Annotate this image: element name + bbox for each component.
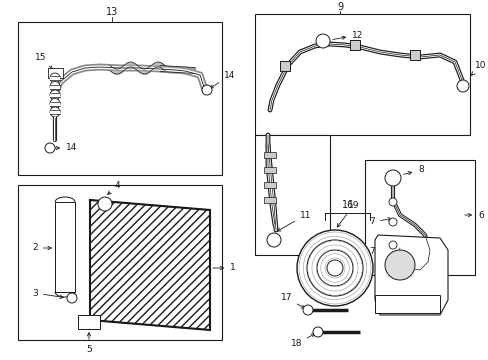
Text: 7: 7: [368, 217, 390, 226]
Bar: [264, 182, 275, 188]
Circle shape: [456, 80, 468, 92]
Circle shape: [266, 233, 281, 247]
Text: 19: 19: [337, 201, 359, 227]
Bar: [364, 160, 474, 275]
Bar: [349, 40, 359, 50]
Text: 14: 14: [53, 144, 77, 153]
Circle shape: [50, 90, 60, 100]
Polygon shape: [374, 235, 447, 315]
Circle shape: [312, 327, 323, 337]
Bar: [18, 22, 222, 175]
Text: 13: 13: [106, 7, 118, 17]
Text: 10: 10: [470, 60, 486, 75]
Text: 4: 4: [107, 180, 121, 194]
Bar: [50, 110, 60, 114]
Bar: [409, 50, 419, 60]
Circle shape: [45, 143, 55, 153]
Text: 18: 18: [290, 334, 314, 348]
Circle shape: [50, 99, 60, 108]
Text: 17: 17: [280, 293, 304, 308]
Text: 12: 12: [332, 31, 363, 40]
Circle shape: [384, 170, 400, 186]
Circle shape: [388, 198, 396, 206]
Text: 7: 7: [368, 246, 391, 256]
Circle shape: [388, 241, 396, 249]
Polygon shape: [90, 200, 209, 330]
Circle shape: [50, 81, 60, 91]
Text: 11: 11: [277, 211, 311, 231]
Text: 8: 8: [403, 166, 423, 175]
Text: 5: 5: [86, 333, 92, 354]
Circle shape: [384, 250, 414, 280]
Bar: [55, 202, 75, 292]
Circle shape: [50, 73, 60, 83]
Bar: [264, 152, 275, 158]
Bar: [254, 135, 329, 255]
Bar: [264, 197, 275, 203]
Bar: [18, 185, 222, 340]
Text: 2: 2: [32, 243, 51, 252]
Circle shape: [67, 293, 77, 303]
Text: 1: 1: [212, 264, 235, 273]
Text: 16: 16: [341, 200, 353, 210]
Circle shape: [315, 34, 329, 48]
Bar: [280, 61, 289, 71]
Bar: [50, 76, 60, 80]
Bar: [50, 93, 60, 97]
Circle shape: [98, 197, 112, 211]
Text: 9: 9: [336, 2, 343, 12]
Bar: [48, 68, 63, 78]
Circle shape: [388, 218, 396, 226]
Circle shape: [326, 260, 342, 276]
Bar: [50, 85, 60, 89]
Text: 6: 6: [464, 211, 483, 220]
Circle shape: [296, 230, 372, 306]
Bar: [374, 295, 439, 313]
Circle shape: [303, 305, 312, 315]
Bar: [50, 102, 60, 105]
Text: 14: 14: [210, 72, 235, 88]
Bar: [264, 167, 275, 173]
Circle shape: [306, 240, 362, 296]
Bar: [254, 14, 469, 135]
Bar: [78, 315, 100, 329]
Circle shape: [316, 250, 352, 286]
Text: 3: 3: [32, 288, 63, 298]
Text: 15: 15: [35, 53, 52, 69]
Circle shape: [202, 85, 212, 95]
Circle shape: [50, 107, 60, 117]
